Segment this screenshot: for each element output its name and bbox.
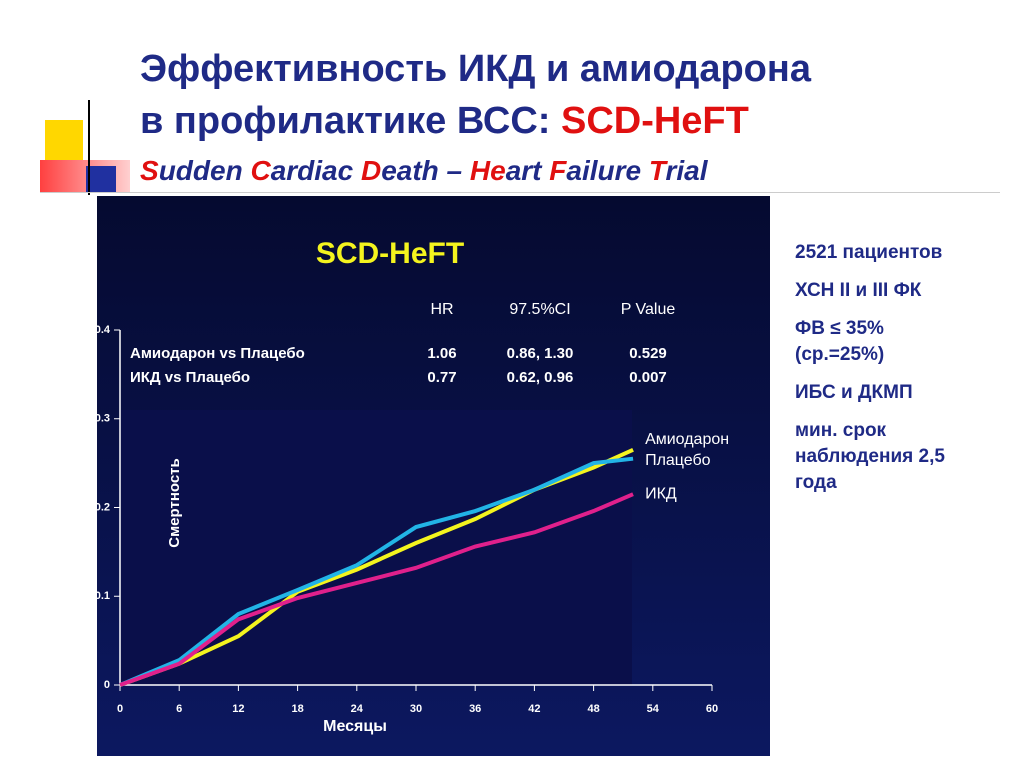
x-tick-label: 48 [587,703,599,715]
chart-title: SCD-HeFT [316,237,464,270]
series-label: Плацебо [645,452,711,469]
y-tick-label: 0.3 [95,413,110,425]
subtitle-part: F [549,155,567,186]
table-cell: 0.529 [629,345,667,362]
y-tick-label: 0.4 [95,324,111,336]
subtitle-part: rial [665,155,708,186]
x-tick-label: 30 [410,703,422,715]
decor [40,192,1000,193]
table-cell: 0.62, 0.96 [507,369,574,386]
table-header: P Value [621,301,676,318]
x-tick-label: 0 [117,703,123,715]
table-cell: 0.86, 1.30 [507,345,574,362]
decor [45,120,83,162]
title-part: в профилактике ВСС: [140,100,561,142]
x-tick-label: 42 [528,703,540,715]
title-highlight: SCD-HeFT [560,100,749,142]
x-tick-label: 12 [232,703,244,715]
subtitle-part: He [469,155,506,186]
x-tick-label: 54 [647,703,660,715]
x-tick-label: 36 [469,703,481,715]
x-tick-label: 60 [706,703,718,715]
y-tick-label: 0 [104,679,110,691]
series-line [119,492,634,687]
subtitle-part: ailure [566,155,649,186]
title: Эффективность ИКД и амиодарона [140,48,811,90]
subtitle-part: C [250,155,271,186]
series-label: ИКД [645,485,677,502]
subtitle-part: D [360,155,382,186]
subtitle-part: art [505,155,550,186]
subtitle-part: S [140,155,159,186]
title: в профилактике ВСС: SCD-HeFT [140,100,749,143]
table-header: 97.5%CI [509,301,570,318]
x-tick-label: 18 [291,703,303,715]
y-axis-label: Смертность [166,458,183,548]
fact: ХСН II и III ФК [795,280,922,301]
fact: ИБС и ДКМП [795,382,913,403]
series-line [119,447,634,687]
table-cell: 0.007 [629,369,667,386]
x-axis-label: Месяцы [323,718,387,735]
facts: 2521 пациентов ХСН II и III ФК ФВ ≤ 35% (с… [795,240,960,508]
fact: ФВ ≤ 35% (ср.=25%) [795,318,885,365]
subtitle-part: ardiac [270,155,361,186]
fact: 2521 пациентов [795,242,943,263]
series-line [119,456,634,687]
y-tick-label: 0.2 [95,501,110,513]
subtitle-part: udden [158,155,251,186]
subtitle: Sudden Cardiac Death – Heart Failure Tri… [140,155,708,187]
series-label: Амиодарон [645,431,729,448]
fact: мин. срок наблюдения 2,5 года [795,420,945,493]
table-cell: Амиодарон vs Плацебо [130,345,305,362]
x-tick-label: 24 [351,703,364,715]
subtitle-part: eath – [381,155,470,186]
table-header: HR [430,301,453,318]
table-cell: ИКД vs Плацебо [130,369,250,386]
x-tick-label: 6 [176,703,182,715]
decor [88,100,90,195]
table-cell: 0.77 [427,369,456,386]
subtitle-part: T [648,155,666,186]
table-cell: 1.06 [427,345,456,362]
decor [86,166,116,192]
y-tick-label: 0.1 [95,590,110,602]
plot-area [120,410,632,685]
